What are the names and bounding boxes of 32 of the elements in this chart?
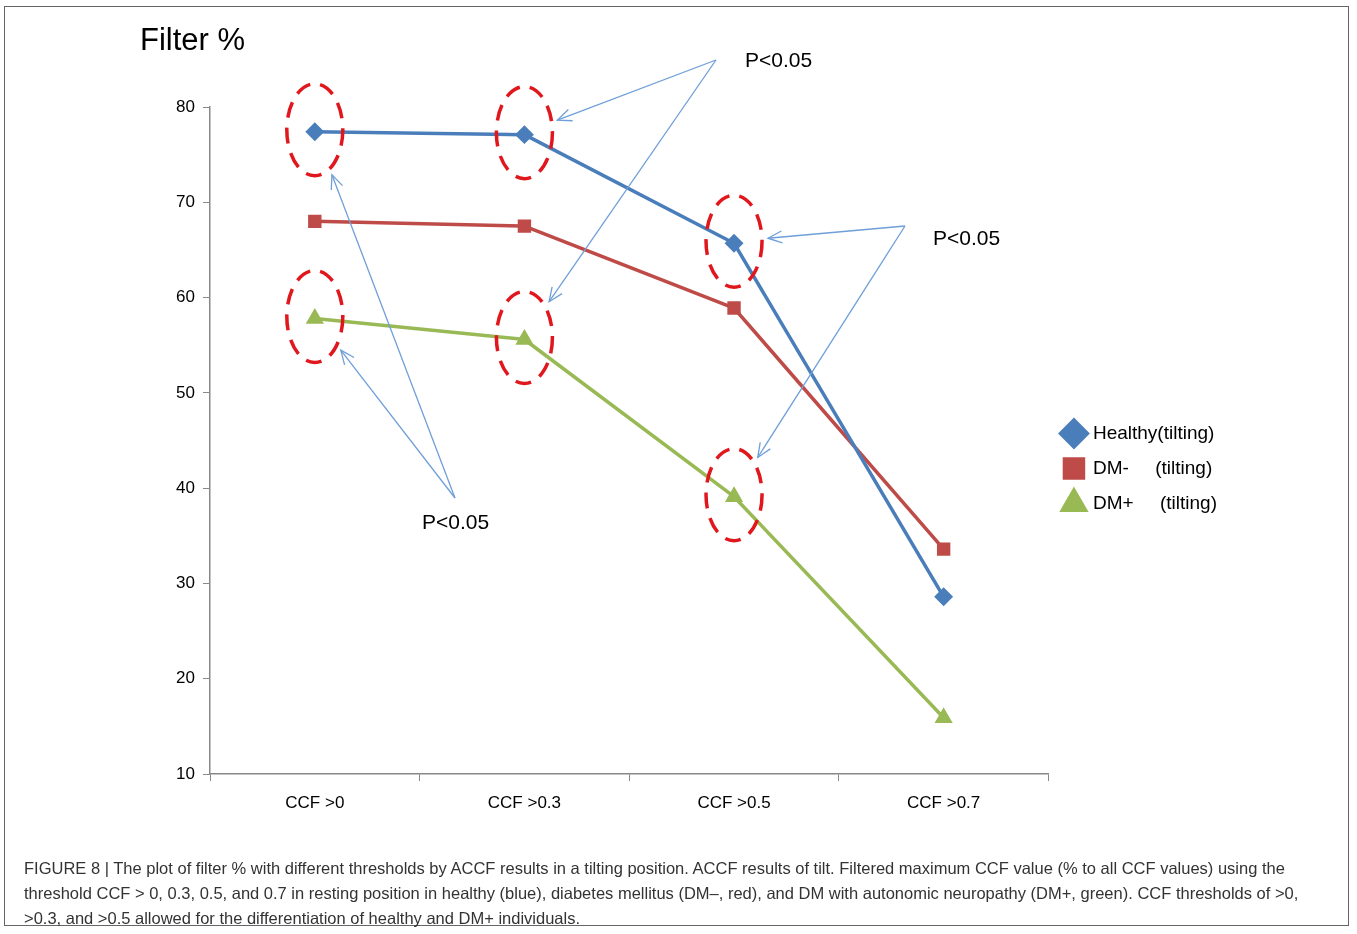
- legend-label: DM- (tilting): [1092, 456, 1213, 478]
- legend-label: DM+ (tilting): [1092, 491, 1218, 513]
- annotation: P<0.05: [933, 226, 1001, 250]
- point: [308, 214, 322, 229]
- caption: FIGURE 8 | The plot of filter % with different thresholds by ACCF results in a tilting position. ACCF results of tilt. Filtered maximum CCF value (% to all CCF values) using the threshold CCF > 0, 0.3, 0.5, and 0.7 in resting position in healthy (blue), diabetes mellitus (DM–, red), and DM with autonomic neuropathy (DM+, green). CCF thresholds of >0, >0.3, and >0.5 allowed for the differentiation of healthy and DM+ individuals.: [24, 858, 1300, 929]
- point: [935, 709, 952, 724]
- point: [934, 588, 953, 606]
- y-tick-label: 30: [176, 573, 195, 593]
- point: [306, 309, 323, 324]
- y-axis-title: Filter %: [140, 22, 246, 58]
- point: [936, 542, 951, 556]
- y-tick-label: 70: [176, 191, 195, 211]
- y-tick-label: 80: [176, 96, 195, 116]
- point: [517, 219, 532, 233]
- legend-label: Healthy(tilting): [1092, 421, 1215, 443]
- y-tick-label: 10: [176, 763, 195, 783]
- y-tick-label: 60: [176, 287, 195, 307]
- x-tick-label: CCF >0: [285, 792, 345, 812]
- y-tick-label: 20: [176, 668, 195, 688]
- point: [516, 330, 533, 345]
- text: P<0.05: [745, 48, 813, 72]
- x-tick-label: CCF >0.5: [697, 792, 771, 812]
- point: [725, 234, 743, 253]
- point: [727, 301, 741, 315]
- annotation: P<0.05: [422, 510, 490, 534]
- point: [726, 487, 742, 502]
- point: [515, 125, 534, 144]
- x-tick-label: CCF >0.7: [907, 792, 981, 812]
- x-tick-label: CCF >0.3: [487, 792, 562, 812]
- y-tick-label: 40: [176, 477, 195, 497]
- point: [306, 123, 324, 141]
- y-tick-label: 50: [176, 382, 195, 402]
